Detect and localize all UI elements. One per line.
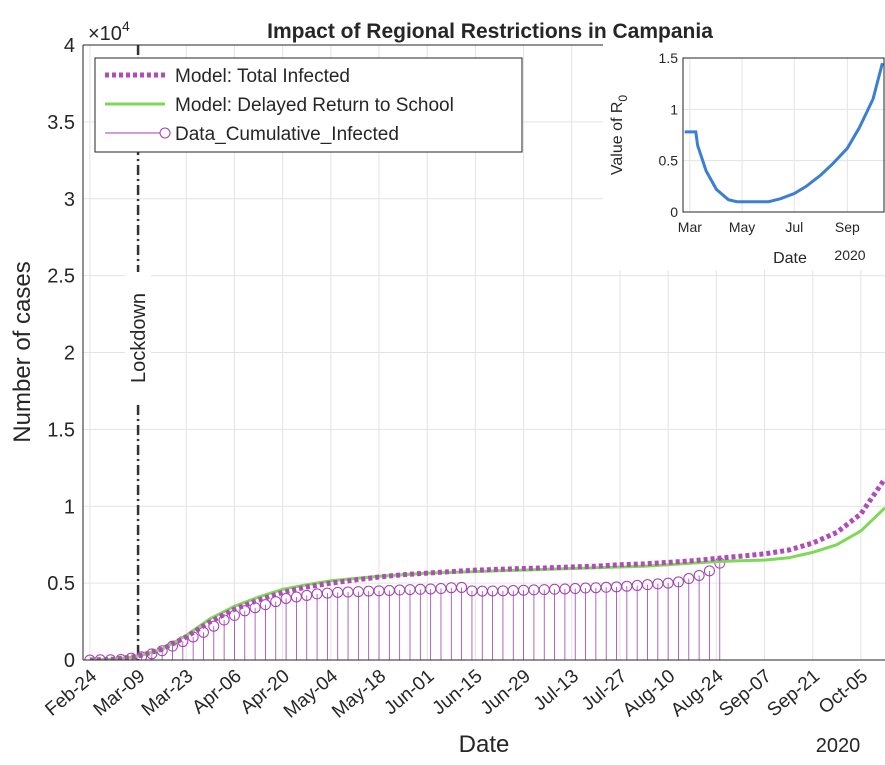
- y-tick-label: 2.5: [47, 266, 75, 288]
- inset-y-tick-label: 1: [670, 101, 678, 117]
- inset-y-label-text: Value of R: [609, 102, 626, 176]
- y-tick-label: 3: [64, 189, 75, 211]
- y-tick-label: 0.5: [47, 573, 75, 595]
- inset-year-label: 2020: [834, 247, 865, 263]
- plot-area: [84, 477, 885, 660]
- data-point: [693, 569, 705, 581]
- y-multiplier-base: ×10: [88, 23, 122, 45]
- inset-y-tick-label: 0.5: [659, 153, 679, 169]
- inset-y-label-subscript: 0: [616, 95, 630, 102]
- inset-frame: [682, 57, 885, 213]
- inset-y-tick-label: 0: [670, 204, 678, 220]
- inset-x-tick-label: Sep: [835, 219, 860, 235]
- data-point: [290, 591, 302, 603]
- y-multiplier-exponent: 4: [122, 18, 130, 34]
- inset-x-label: Date: [773, 250, 807, 267]
- y-tick-label: 3.5: [47, 112, 75, 134]
- legend-label: Model: Delayed Return to School: [175, 95, 454, 116]
- r0-line: [684, 62, 884, 204]
- y-tick-label: 2: [64, 343, 75, 365]
- data-point: [703, 565, 715, 577]
- legend: Model: Total Infected Model: Delayed Retu…: [94, 57, 523, 153]
- x-axis-label: Date: [459, 731, 510, 758]
- data-point: [456, 581, 468, 593]
- data-point: [259, 599, 271, 611]
- y-tick-label: 0: [64, 650, 75, 672]
- y-axis-label: Number of cases: [9, 261, 36, 442]
- inset-x-tick-label: May: [729, 219, 755, 235]
- annotation-bg: [125, 272, 152, 404]
- data-point: [239, 605, 251, 617]
- chart-title: Impact of Regional Restrictions in Campa…: [267, 20, 713, 43]
- inset-x-tick-label: Jul: [785, 219, 803, 235]
- data-point: [208, 620, 220, 632]
- inset-y-label: Value of R0: [609, 95, 630, 176]
- lockdown-label: Lockdown: [128, 293, 150, 383]
- legend-label: Data_Cumulative_Infected: [175, 124, 399, 145]
- x-year-label: 2020: [816, 735, 861, 757]
- data-point: [84, 654, 96, 660]
- data-point: [218, 614, 230, 626]
- legend-marker: [159, 127, 171, 139]
- inset-x-tick-label: Mar: [678, 219, 702, 235]
- data-point: [672, 576, 684, 588]
- inset-y-tick-label: 1.5: [659, 50, 679, 66]
- model-line: [89, 477, 885, 660]
- data-point: [301, 589, 313, 601]
- y-tick-label: 1.5: [47, 419, 75, 441]
- legend-label: Model: Total Infected: [175, 66, 350, 87]
- y-multiplier: ×104: [88, 18, 130, 45]
- data-point: [683, 573, 695, 585]
- y-tick-label: 1: [64, 496, 75, 518]
- y-tick-label: 4: [64, 35, 75, 57]
